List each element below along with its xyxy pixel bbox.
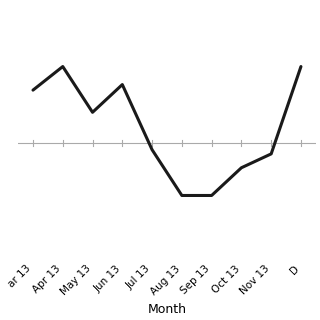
X-axis label: Month: Month xyxy=(148,303,187,316)
